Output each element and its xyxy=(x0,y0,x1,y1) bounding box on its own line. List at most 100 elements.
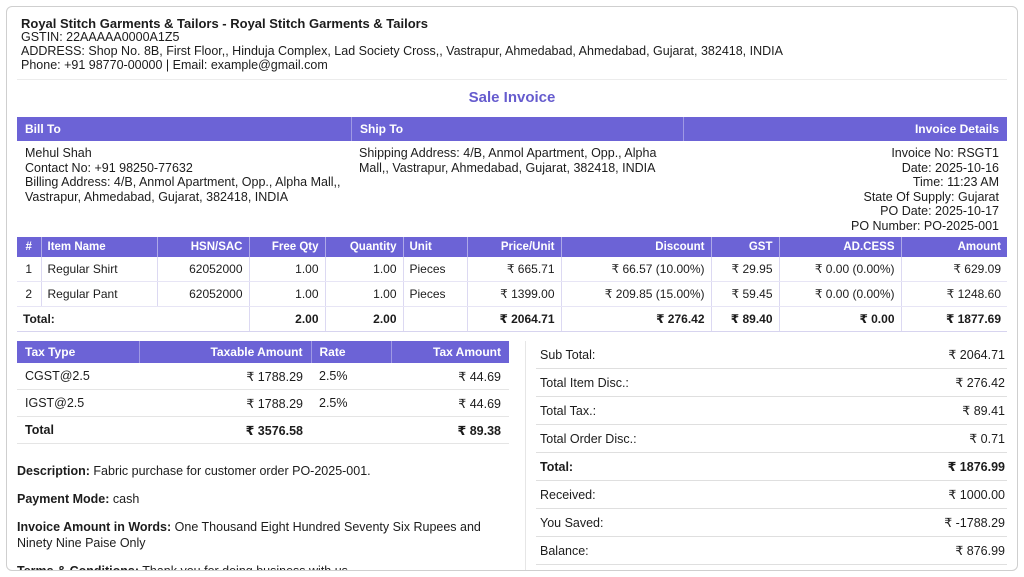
item-adcess: ₹ 0.00 (0.00%) xyxy=(779,257,902,283)
summary-label: You Saved: xyxy=(540,515,604,530)
summary-row-total-tax: Total Tax.: ₹ 89.41 xyxy=(536,397,1007,426)
bill-to-header: Bill To xyxy=(25,122,61,137)
summary-value: ₹ -1788.29 xyxy=(944,516,1005,531)
item-price: ₹ 1399.00 xyxy=(467,281,562,308)
tax-total-amount: ₹ 89.38 xyxy=(391,416,509,445)
summary-label: Sub Total: xyxy=(540,347,596,362)
tax-col-amount: Tax Amount xyxy=(391,341,509,364)
item-index: 1 xyxy=(17,257,42,283)
items-total-gst: ₹ 89.40 xyxy=(711,306,780,333)
col-header-quantity: Quantity xyxy=(325,237,404,258)
tax-type: IGST@2.5 xyxy=(17,389,139,418)
invoice-time: Time: 11:23 AM xyxy=(912,175,999,190)
tax-col-taxable: Taxable Amount xyxy=(139,341,312,364)
payment-mode-label: Payment Mode: xyxy=(17,492,110,507)
tax-total-row: Total ₹ 3576.58 ₹ 89.38 xyxy=(17,416,509,445)
item-discount: ₹ 209.85 (15.00%) xyxy=(561,281,712,308)
items-total-price: ₹ 2064.71 xyxy=(467,306,562,333)
notes-section: Description: Fabric purchase for custome… xyxy=(17,464,509,571)
items-total-row: Total: 2.00 2.00 ₹ 2064.71 ₹ 276.42 ₹ 89… xyxy=(17,306,1007,333)
description-note: Description: Fabric purchase for custome… xyxy=(17,464,499,480)
tax-col-rate: Rate xyxy=(311,341,392,364)
company-contact: Phone: +91 98770-00000 | Email: example@… xyxy=(21,57,328,72)
terms-note: Terms & Conditions: Thank you for doing … xyxy=(17,563,499,571)
item-free-qty: 1.00 xyxy=(249,281,326,308)
payment-mode-note: Payment Mode: cash xyxy=(17,492,499,508)
item-quantity: 1.00 xyxy=(325,281,404,308)
tax-rate: 2.5% xyxy=(311,389,391,418)
tax-rate: 2.5% xyxy=(311,363,391,391)
ship-to-block: Shipping Address: 4/B, Anmol Apartment, … xyxy=(351,146,683,235)
bill-to-block: Mehul Shah Contact No: +91 98250-77632 B… xyxy=(17,146,351,235)
amount-in-words-text: One Thousand Eight Hundred Seventy Six R… xyxy=(17,520,481,550)
item-free-qty: 1.00 xyxy=(249,257,326,283)
col-header-gst: GST xyxy=(711,237,780,258)
bill-to-name: Mehul Shah xyxy=(25,146,92,161)
po-date: PO Date: 2025-10-17 xyxy=(880,204,999,219)
col-header-item-name: Item Name xyxy=(41,237,158,258)
col-header-hsn: HSN/SAC xyxy=(157,237,250,258)
invoice-number: Invoice No: RSGT1 xyxy=(891,146,999,161)
tax-total-taxable: ₹ 3576.58 xyxy=(139,416,311,445)
tax-row: IGST@2.5 ₹ 1788.29 2.5% ₹ 44.69 xyxy=(17,389,509,418)
tax-and-notes-column: Tax Type Taxable Amount Rate Tax Amount … xyxy=(17,341,509,571)
terms-text: Thank you for doing business with us xyxy=(142,563,348,571)
invoice-details-block: Invoice No: RSGT1 Date: 2025-10-16 Time:… xyxy=(683,146,1007,235)
summary-row-you-saved: You Saved: ₹ -1788.29 xyxy=(536,509,1007,538)
col-header-discount: Discount xyxy=(561,237,712,258)
item-index: 2 xyxy=(17,281,42,308)
state-of-supply: State Of Supply: Gujarat xyxy=(863,189,1000,204)
payment-mode-text: cash xyxy=(112,492,140,507)
parties-section: Mehul Shah Contact No: +91 98250-77632 B… xyxy=(17,141,1007,235)
item-name: Regular Shirt xyxy=(41,257,158,283)
item-row: 1 Regular Shirt 62052000 1.00 1.00 Piece… xyxy=(17,257,1007,283)
company-gstin: GSTIN: 22AAAAA0000A1Z5 xyxy=(21,30,180,44)
bill-to-address: Billing Address: 4/B, Anmol Apartment, O… xyxy=(25,175,341,204)
tax-amount: ₹ 44.69 xyxy=(391,363,509,391)
col-header-price: Price/Unit xyxy=(467,237,562,258)
item-adcess: ₹ 0.00 (0.00%) xyxy=(779,281,902,308)
description-label: Description: xyxy=(17,464,90,479)
tax-amount: ₹ 44.69 xyxy=(391,389,509,418)
items-table: # Item Name HSN/SAC Free Qty Quantity Un… xyxy=(17,237,1007,333)
invoice-title: Sale Invoice xyxy=(468,89,556,107)
item-quantity: 1.00 xyxy=(325,257,404,283)
items-total-adcess: ₹ 0.00 xyxy=(779,306,902,333)
summary-value: ₹ 2064.71 xyxy=(948,348,1005,363)
description-text: Fabric purchase for customer order PO-20… xyxy=(93,464,371,479)
summary-row-total: Total: ₹ 1876.99 xyxy=(536,453,1007,482)
parties-header-band: Bill To Ship To Invoice Details xyxy=(17,117,1007,142)
tax-row: CGST@2.5 ₹ 1788.29 2.5% ₹ 44.69 xyxy=(17,363,509,391)
summary-row-received: Received: ₹ 1000.00 xyxy=(536,481,1007,510)
summary-value: ₹ 876.99 xyxy=(955,544,1005,559)
company-header: Royal Stitch Garments & Tailors - Royal … xyxy=(17,15,1007,81)
summary-label: Received: xyxy=(540,487,596,502)
items-header-row: # Item Name HSN/SAC Free Qty Quantity Un… xyxy=(17,237,1007,258)
summary-label: Total Tax.: xyxy=(540,403,597,418)
bill-to-contact: Contact No: +91 98250-77632 xyxy=(25,160,193,175)
tax-type: CGST@2.5 xyxy=(17,363,139,391)
summary-label: Total Order Disc.: xyxy=(540,431,637,446)
tax-taxable-amount: ₹ 1788.29 xyxy=(139,363,311,391)
item-hsn: 62052000 xyxy=(157,257,250,283)
summary-value: ₹ 0.71 xyxy=(969,432,1005,447)
tax-table: Tax Type Taxable Amount Rate Tax Amount … xyxy=(17,341,509,445)
invoice-page: Royal Stitch Garments & Tailors - Royal … xyxy=(6,6,1018,571)
items-total-label: Total: xyxy=(17,306,250,333)
tax-total-label: Total xyxy=(17,416,139,445)
items-total-unit xyxy=(403,306,468,333)
summary-row-balance: Balance: ₹ 876.99 xyxy=(536,537,1007,566)
summary-label: Total Item Disc.: xyxy=(540,375,629,390)
ship-to-address: Shipping Address: 4/B, Anmol Apartment, … xyxy=(359,146,657,175)
item-name: Regular Pant xyxy=(41,281,158,308)
item-gst: ₹ 59.45 xyxy=(711,281,780,308)
items-total-free-qty: 2.00 xyxy=(249,306,326,333)
company-address: ADDRESS: Shop No. 8B, First Floor,, Hind… xyxy=(21,43,783,58)
item-price: ₹ 665.71 xyxy=(467,257,562,283)
ship-to-header: Ship To xyxy=(351,117,683,142)
invoice-date: Date: 2025-10-16 xyxy=(901,160,999,175)
summary-label: Total: xyxy=(540,459,574,474)
summary-row-item-discount: Total Item Disc.: ₹ 276.42 xyxy=(536,369,1007,398)
summary-value: ₹ 1876.99 xyxy=(947,460,1005,475)
tax-taxable-amount: ₹ 1788.29 xyxy=(139,389,311,418)
